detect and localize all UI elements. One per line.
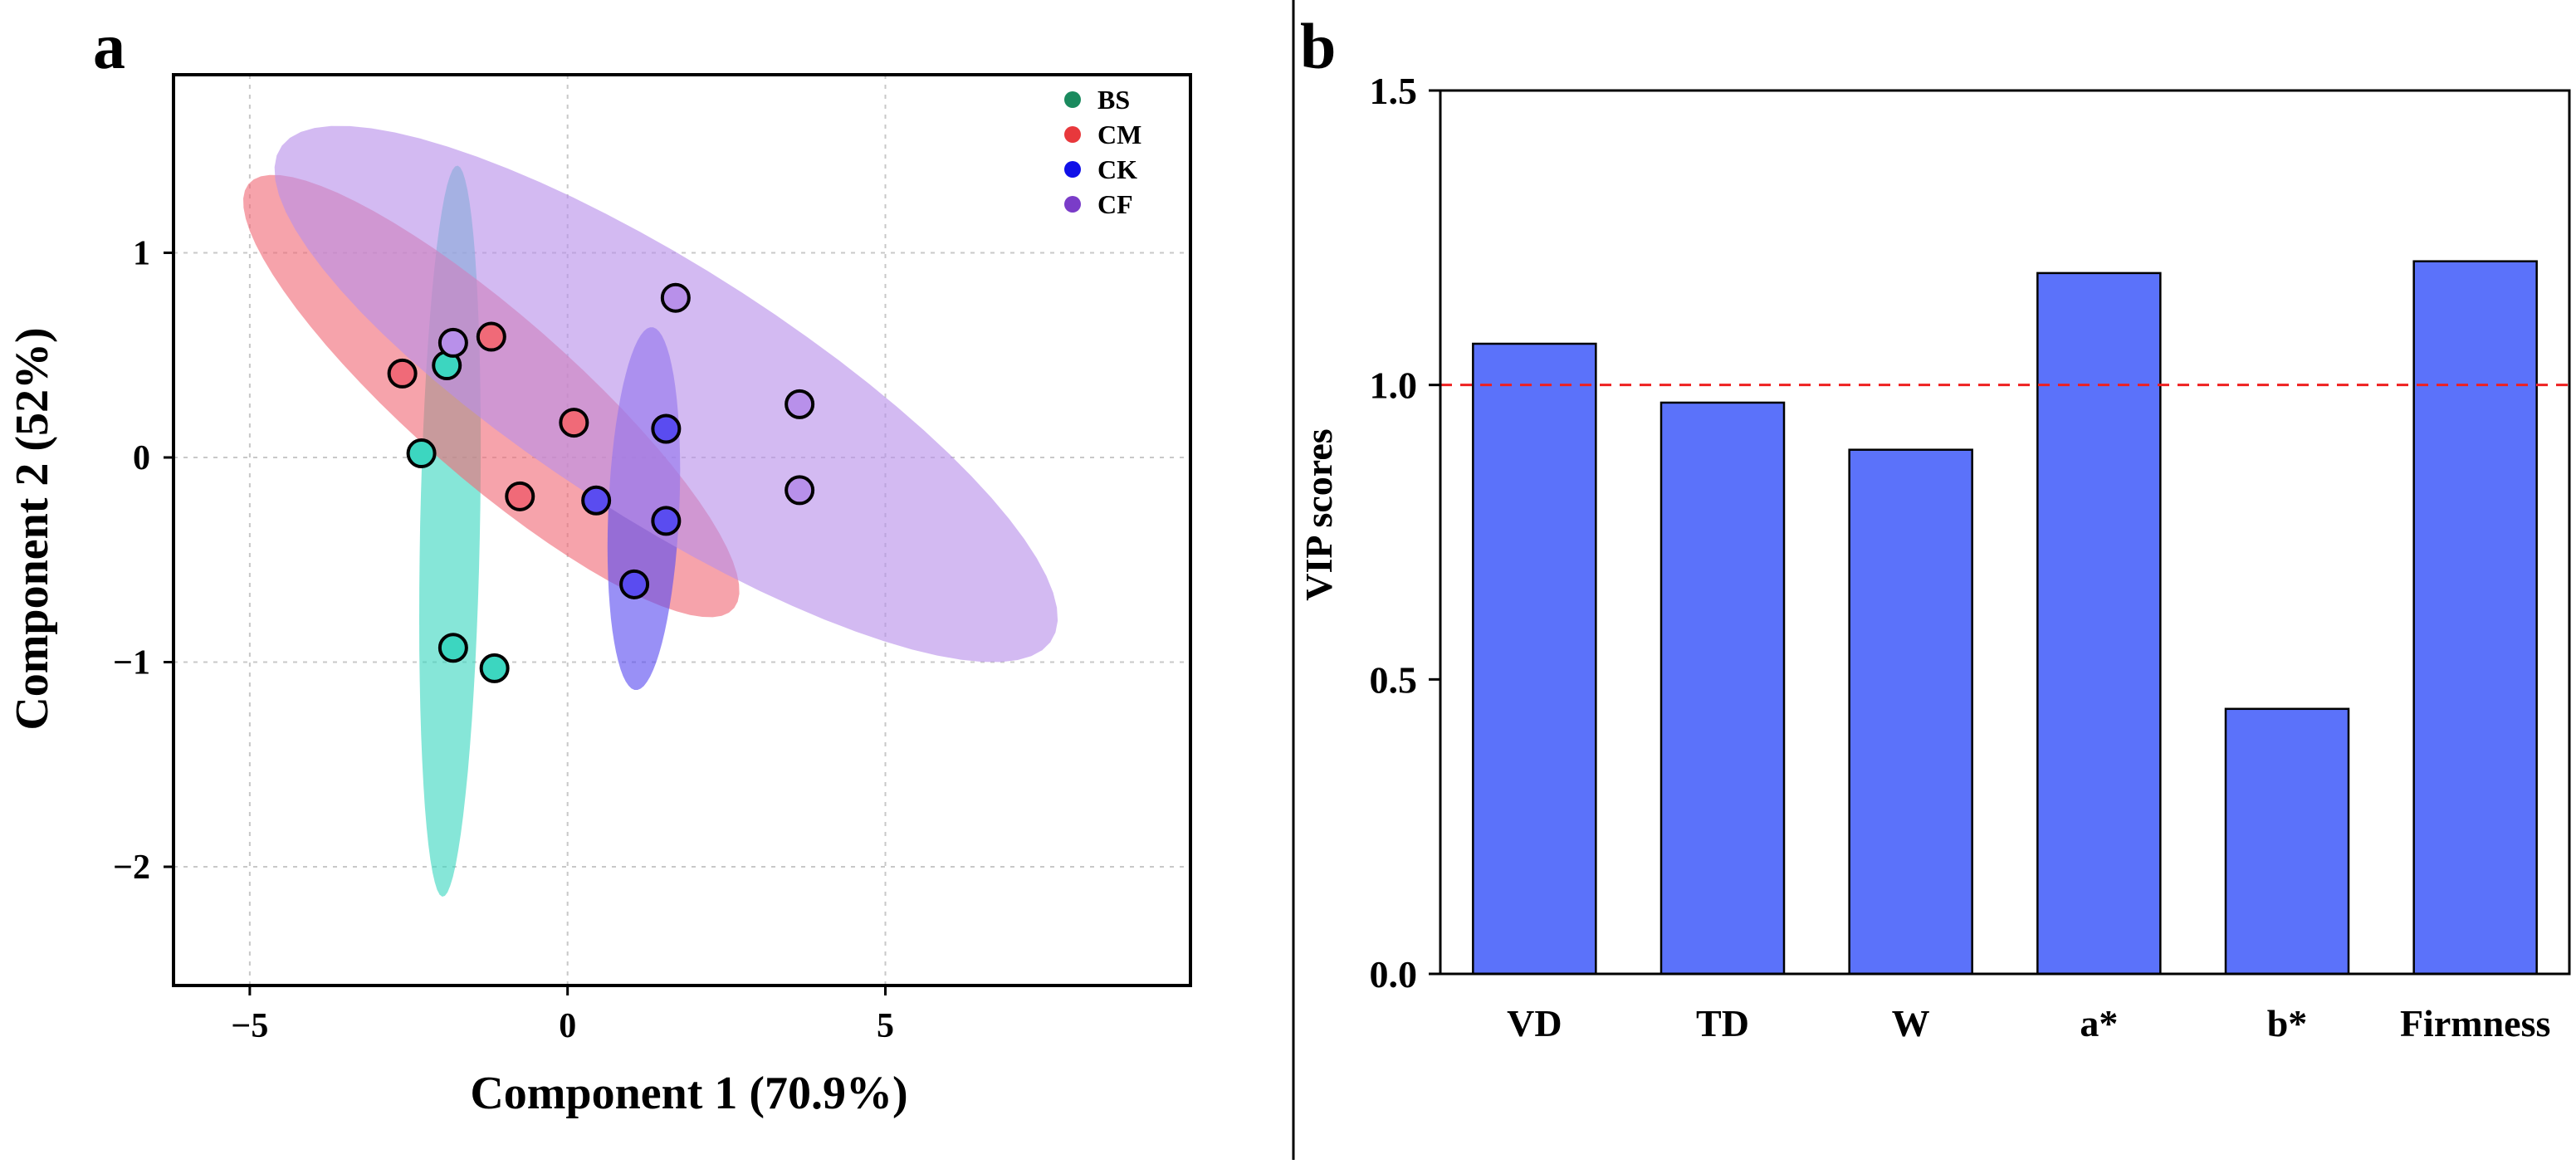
panel-b-label: b	[1300, 10, 1336, 82]
y-tick-label: 0.0	[1370, 953, 1418, 995]
y-tick-label: 1	[133, 234, 150, 272]
x-tick-label: 5	[877, 1007, 894, 1045]
point-bs	[406, 438, 437, 469]
point-cf	[785, 389, 815, 419]
bar-firmness	[2412, 260, 2538, 976]
bar-b-star	[2224, 707, 2350, 976]
point-cm	[387, 358, 418, 389]
point-bs	[437, 633, 468, 663]
point-cf	[785, 475, 815, 506]
x-tick-label: 0	[559, 1007, 576, 1045]
panel-b-frame	[1439, 89, 2571, 976]
legend-label-ck: CK	[1097, 154, 1137, 184]
point-ck	[581, 485, 612, 516]
legend-label-cf: CF	[1097, 189, 1133, 219]
panel-a-points	[387, 282, 815, 683]
legend-label-bs: BS	[1097, 85, 1130, 115]
point-cf	[660, 282, 691, 313]
point-cf	[437, 327, 468, 358]
panel-b-plot-border	[1439, 89, 2571, 976]
point-cm	[559, 408, 589, 438]
y-tick-label: 0	[133, 439, 150, 477]
ellipse-cf	[274, 125, 1058, 663]
x-tick-label: b*	[2267, 1002, 2308, 1044]
bar-vd	[1472, 342, 1597, 976]
point-ck	[651, 506, 682, 536]
panel-a: a −5 0 5 −2 −1 0 1 BS CM CK CF Component 1 (70.9%…	[7, 10, 1192, 1119]
panel-a-x-axis-title: Component 1 (70.9%)	[470, 1068, 907, 1119]
legend-marker-ck	[1064, 161, 1081, 178]
panel-a-ellipses	[243, 125, 1058, 897]
bar-w	[1848, 448, 1973, 976]
legend-marker-cm	[1064, 126, 1081, 143]
x-tick-label: VD	[1507, 1002, 1562, 1044]
y-tick-label: 1.0	[1370, 364, 1418, 407]
panel-a-y-axis-title: Component 2 (52%)	[7, 327, 58, 730]
panel-b-ticks: 0.0 0.5 1.0 1.5	[1370, 70, 1440, 995]
x-tick-label: −5	[231, 1007, 268, 1045]
point-ck	[619, 569, 650, 599]
bar-a-star	[2036, 271, 2162, 976]
x-tick-label: a*	[2080, 1002, 2118, 1044]
panel-b-y-axis-title: VIP scores	[1298, 428, 1340, 600]
panel-a-frame	[172, 73, 1192, 987]
panel-a-legend: BS CM CK CF	[1064, 85, 1141, 219]
y-tick-label: 1.5	[1370, 70, 1418, 112]
x-tick-label: W	[1892, 1002, 1930, 1044]
panel-a-label: a	[93, 10, 125, 82]
panel-a-ticks: −5 0 5 −2 −1 0 1	[113, 234, 894, 1045]
point-bs	[479, 653, 510, 683]
panel-a-plot-border	[172, 73, 1192, 987]
y-tick-label: 0.5	[1370, 658, 1418, 701]
bar-td	[1659, 401, 1786, 976]
legend-label-cm: CM	[1097, 120, 1141, 149]
x-tick-label: TD	[1696, 1002, 1749, 1044]
point-ck	[651, 413, 682, 444]
legend-marker-bs	[1064, 91, 1081, 108]
y-tick-label: −2	[113, 849, 150, 887]
x-tick-label: Firmness	[2400, 1002, 2550, 1044]
legend-marker-cf	[1064, 196, 1081, 213]
y-tick-label: −1	[113, 644, 150, 682]
point-cm	[505, 481, 535, 511]
point-cm	[476, 321, 506, 352]
